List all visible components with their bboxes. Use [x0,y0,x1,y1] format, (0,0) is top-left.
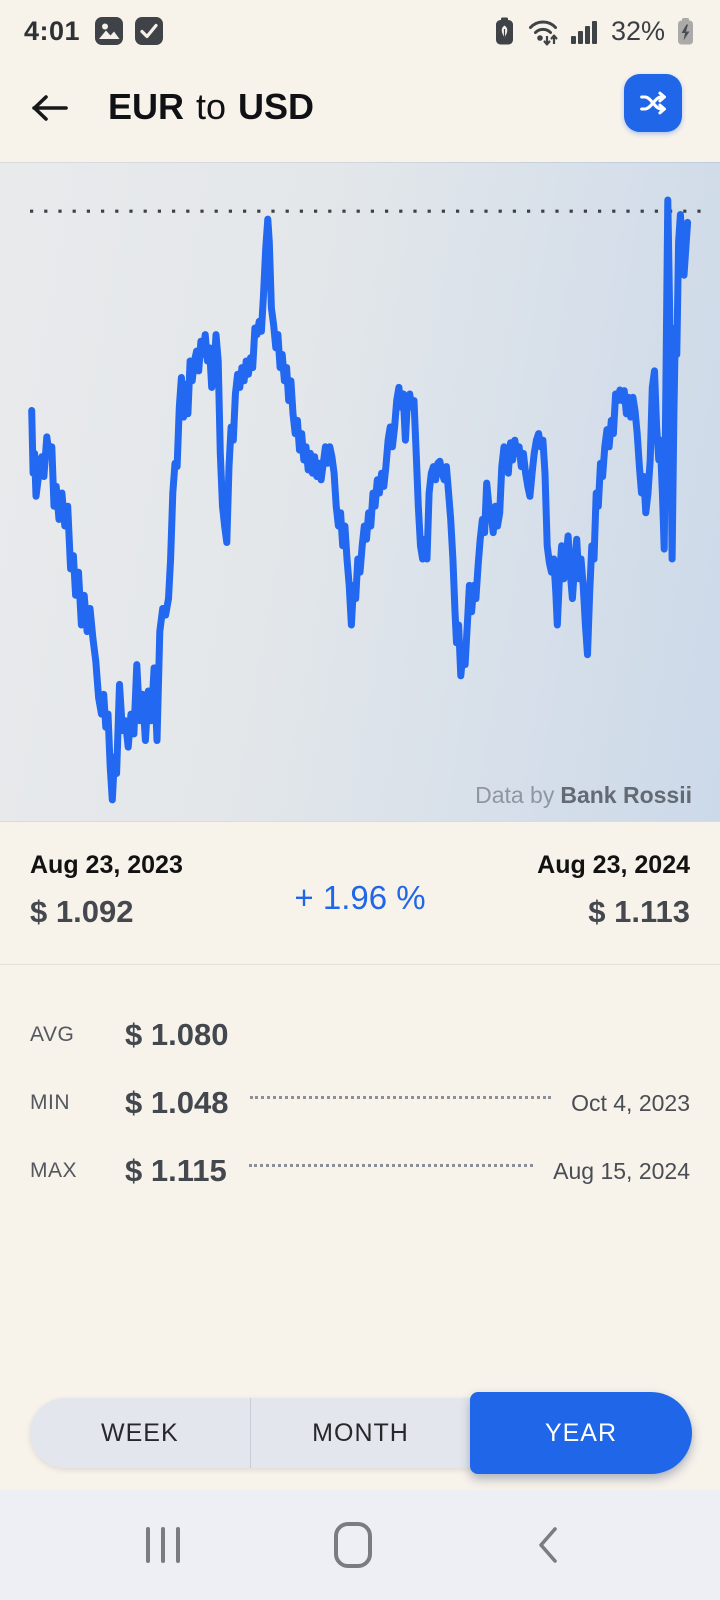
battery-charging-icon [678,18,693,45]
home-button[interactable] [293,1490,413,1600]
start-date: Aug 23, 2023 [30,851,183,879]
shuffle-icon [640,91,667,115]
end-value: $ 1.113 [588,894,690,929]
screenshot-icon [95,17,124,45]
period-start: Aug 23, 2023 $ 1.092 [30,851,183,930]
data-source-name: Bank Rossii [560,782,692,808]
min-value: $ 1.048 [125,1085,229,1120]
header: EUR to USD [0,56,720,162]
home-icon [334,1522,372,1568]
period-summary: Aug 23, 2023 $ 1.092 + 1.96 % Aug 23, 20… [0,823,720,963]
max-label: MAX [30,1159,78,1182]
avg-value: $ 1.080 [125,1017,229,1052]
status-bar: 4:01 [0,0,720,56]
range-option-week[interactable]: WEEK [101,1418,179,1447]
stat-row-min: MIN $ 1.048 Oct 4, 2023 [30,1069,690,1137]
swap-currencies-button[interactable] [624,74,682,132]
stats-panel: AVG $ 1.080 MIN $ 1.048 Oct 4, 2023 MAX … [0,964,720,1205]
max-date: Aug 15, 2024 [553,1157,690,1184]
currency-from: EUR [108,86,185,127]
battery-saver-icon [495,17,513,45]
status-bar-right: 32% [493,16,696,47]
dotted-leader [250,1095,552,1099]
change-percent: + 1.96 % [294,879,426,916]
clock: 4:01 [24,15,81,46]
start-value: $ 1.092 [30,894,134,929]
dotted-leader [248,1163,534,1167]
back-arrow-icon [32,95,68,121]
system-navbar [0,1490,720,1600]
back-button[interactable] [26,84,74,132]
stat-row-avg: AVG $ 1.080 [30,1001,690,1069]
chevron-left-icon [539,1527,557,1563]
rate-line [28,196,692,804]
signal-bars-icon [570,21,597,44]
max-value: $ 1.115 [125,1153,227,1188]
status-bar-left: 4:01 [24,16,164,47]
chart-canvas [28,196,708,804]
battery-percent: 32% [610,15,665,46]
nav-back-button[interactable] [488,1490,608,1600]
min-label: MIN [30,1091,70,1114]
recents-icon [146,1527,180,1563]
title-connector: to [196,86,227,127]
page-title: EUR to USD [108,86,314,128]
min-date: Oct 4, 2023 [571,1089,690,1116]
wifi-arrows-icon [528,20,558,45]
data-source-caption: Data by Bank Rossii [475,782,692,809]
period-end: Aug 23, 2024 $ 1.113 [537,851,690,930]
recents-button[interactable] [103,1490,223,1600]
end-date: Aug 23, 2024 [537,851,690,879]
currency-to: USD [238,86,315,127]
checkmark-icon [135,17,164,45]
data-source-prefix: Data by [475,782,555,808]
avg-label: AVG [30,1023,75,1046]
range-option-year-selected[interactable]: YEAR [470,1392,692,1474]
range-option-month[interactable]: MONTH [249,1398,471,1468]
rate-chart[interactable]: Data by Bank Rossii [0,162,720,822]
stat-row-max: MAX $ 1.115 Aug 15, 2024 [30,1137,690,1205]
